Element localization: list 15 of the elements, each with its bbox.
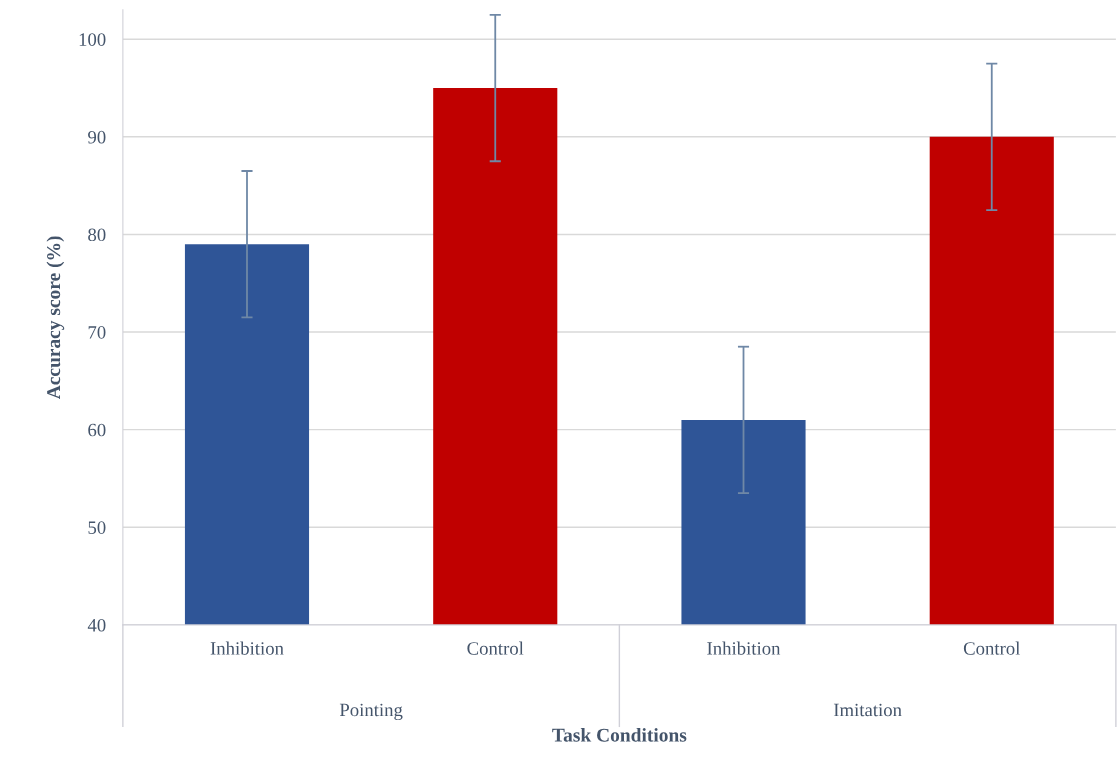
y-tick-label: 40 bbox=[87, 618, 106, 632]
x-tick-label: Control bbox=[467, 641, 524, 655]
x-axis-title: Task Conditions bbox=[552, 728, 687, 742]
y-tick-label: 70 bbox=[88, 326, 106, 339]
x-tick-label: Control bbox=[963, 641, 1021, 655]
text: Pointing bbox=[339, 703, 403, 721]
x-tick-label: Inhibition bbox=[707, 641, 781, 655]
y-axis-title: Accuracy score (%) bbox=[46, 236, 65, 400]
y-tick-label: 50 bbox=[88, 521, 106, 534]
x-tick-label: Inhibition bbox=[210, 641, 284, 655]
y-tick-label: 90 bbox=[88, 130, 106, 144]
y-tick-label: 100 bbox=[79, 33, 106, 46]
text: Imitation bbox=[833, 703, 902, 717]
y-tick-label: 80 bbox=[88, 228, 106, 242]
y-tick-label: 60 bbox=[88, 423, 106, 437]
